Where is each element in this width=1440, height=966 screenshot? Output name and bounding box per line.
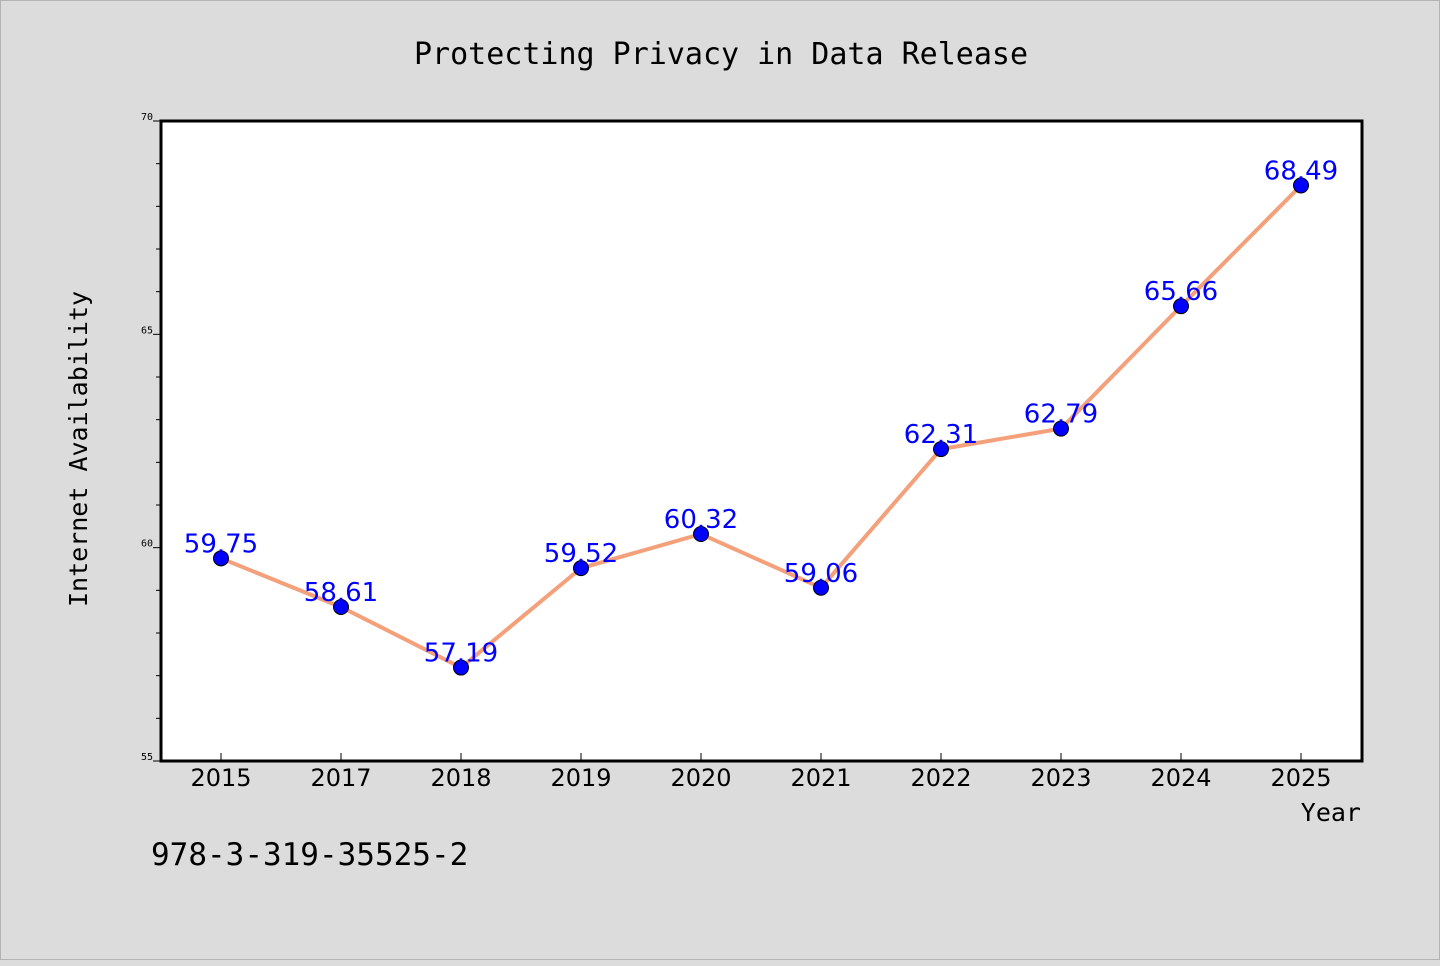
plot-area <box>159 119 1364 763</box>
data-label: 59.75 <box>184 529 258 559</box>
data-point <box>573 560 589 577</box>
y-tick-label: 60 <box>141 539 153 550</box>
data-label: 65.66 <box>1144 277 1218 307</box>
x-tick-label: 2015 <box>190 764 251 792</box>
data-point <box>1053 420 1069 437</box>
series-line <box>219 183 1303 670</box>
x-tick-label: 2025 <box>1270 764 1331 792</box>
x-tick-label: 2018 <box>430 764 491 792</box>
data-point <box>333 598 349 615</box>
x-axis-label: Year <box>1301 798 1361 827</box>
data-point <box>933 441 949 458</box>
data-point <box>453 659 469 676</box>
data-label: 57.19 <box>424 639 498 669</box>
data-point <box>213 550 229 567</box>
data-point <box>693 526 709 543</box>
data-point <box>1173 298 1189 315</box>
data-label: 60.32 <box>664 505 738 535</box>
x-tick-label: 2022 <box>910 764 971 792</box>
chart-title: Protecting Privacy in Data Release <box>414 37 1028 72</box>
y-tick-label: 65 <box>141 325 153 336</box>
data-point <box>813 579 829 596</box>
y-axis-ticks: 55 60 65 70 <box>141 112 161 763</box>
data-point <box>1293 177 1309 194</box>
x-tick-label: 2020 <box>670 764 731 792</box>
y-tick-label: 55 <box>141 752 153 763</box>
x-tick-label: 2017 <box>310 764 371 792</box>
data-label: 62.31 <box>904 420 978 450</box>
data-label: 59.52 <box>544 539 618 569</box>
x-tick-label: 2019 <box>550 764 611 792</box>
data-label: 62.79 <box>1024 400 1098 430</box>
isbn-annotation: 978-3-319-35525-2 <box>151 837 468 873</box>
series-group: 59.75 58.61 57.19 59.52 60.32 59.06 62.31 62.79… <box>184 156 1338 676</box>
x-tick-label: 2021 <box>790 764 851 792</box>
data-label: 68.49 <box>1264 156 1338 186</box>
data-label: 58.61 <box>304 578 378 608</box>
y-axis-label: Internet Availability <box>64 291 93 607</box>
y-tick-label: 70 <box>141 112 153 123</box>
x-tick-label: 2024 <box>1150 764 1211 792</box>
x-axis-ticks: 2015 2017 2018 2019 2020 2021 2022 2023 2024 2025 <box>190 753 1332 792</box>
x-tick-label: 2023 <box>1030 764 1091 792</box>
data-label: 59.06 <box>784 559 858 589</box>
